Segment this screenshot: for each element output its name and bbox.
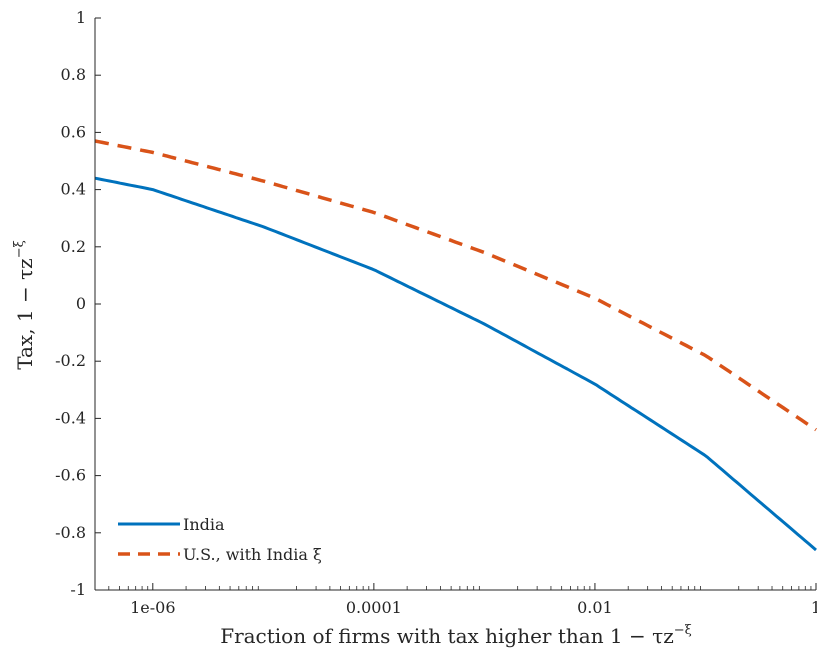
y-tick-label: 0.4 [61, 180, 86, 199]
x-tick-label: 1e-06 [130, 598, 175, 617]
x-tick-label: 1 [811, 598, 817, 617]
legend-label-india: India [183, 515, 225, 534]
y-tick-label: -0.6 [55, 466, 86, 485]
x-tick-label: 0.01 [577, 598, 613, 617]
series-line-us [94, 139, 817, 432]
y-tick-label: 0.8 [61, 65, 86, 84]
y-axis-label-text: Tax, 1 − τz [13, 258, 37, 370]
y-tick-label: 0 [76, 294, 86, 313]
y-tick-label: -0.4 [55, 408, 86, 427]
x-axis-label-text: Fraction of firms with tax higher than 1… [220, 624, 674, 648]
y-axis-label: Tax, 1 − τz−ξ [12, 240, 37, 370]
series-line-india [94, 176, 817, 552]
legend-label-us: U.S., with India ξ [183, 545, 322, 564]
x-axis-label: Fraction of firms with tax higher than 1… [220, 623, 692, 648]
x-axis-label-superscript: −ξ [674, 623, 692, 638]
y-tick-label: 1 [76, 8, 86, 27]
y-tick-label: -1 [70, 580, 86, 599]
y-tick-label: 0.6 [61, 122, 86, 141]
axes-layer [94, 18, 816, 591]
ticks-layer: -1 -0.8 -0.6 -0.4 -0.2 0 0.2 0.4 0.6 0.8 1 1e-06 0.0… [55, 8, 817, 617]
y-tick-label: -0.8 [55, 523, 86, 542]
series-layer [94, 139, 817, 552]
y-tick-label: -0.2 [55, 351, 86, 370]
legend: India U.S., with India ξ [118, 515, 322, 564]
x-tick-label: 0.0001 [346, 598, 402, 617]
y-axis-label-superscript: −ξ [12, 240, 27, 258]
y-tick-label: 0.2 [61, 237, 86, 256]
